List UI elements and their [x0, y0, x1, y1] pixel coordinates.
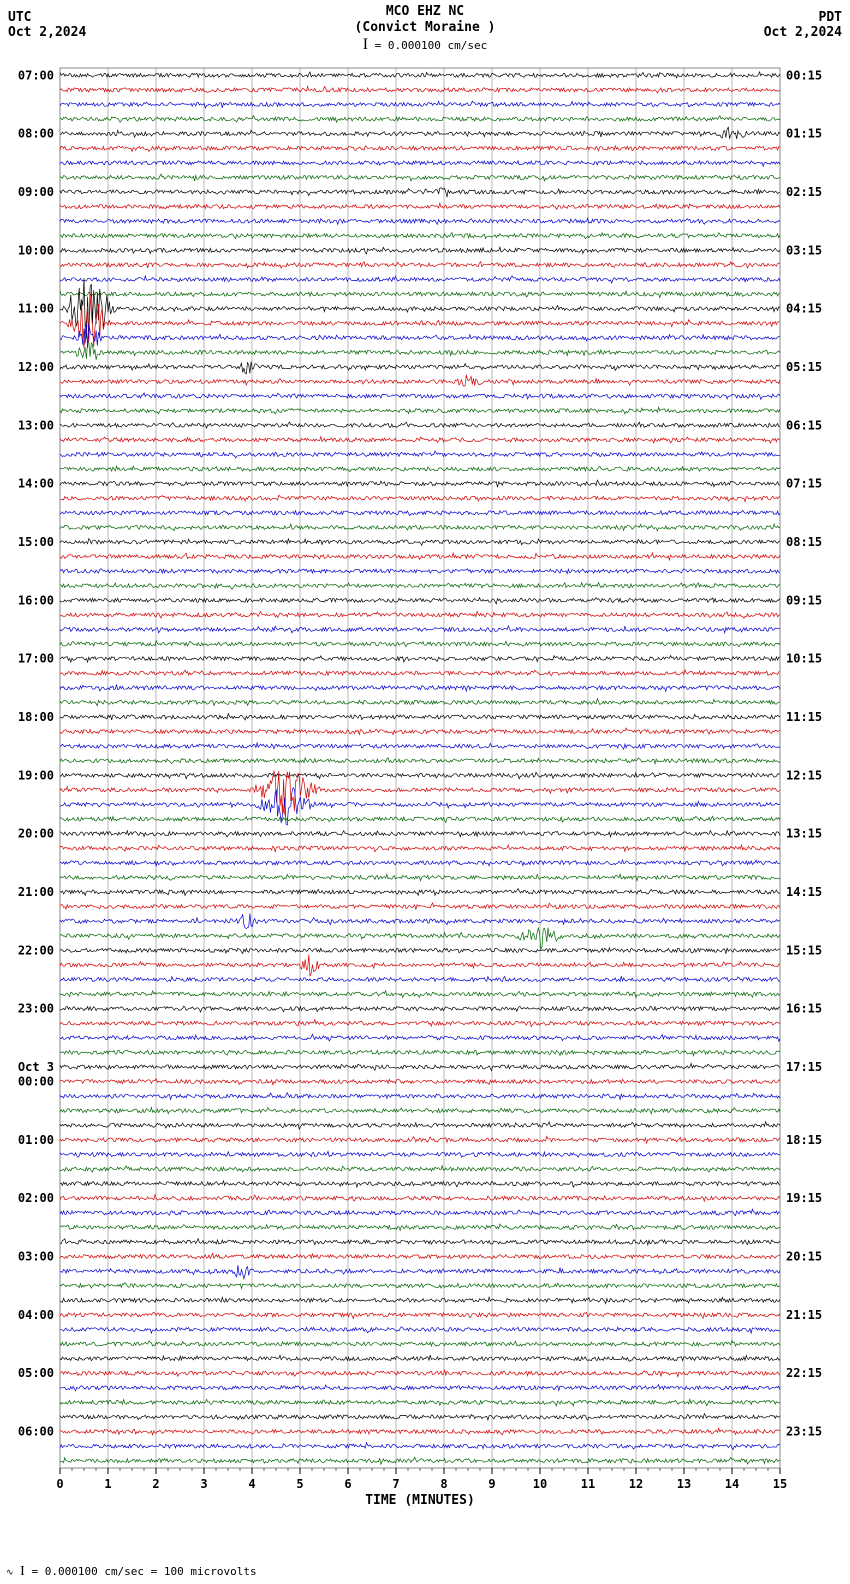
title-block: MCO EHZ NC (Convict Moraine ) І = 0.0001… [0, 0, 850, 54]
svg-text:23:15: 23:15 [786, 1425, 822, 1439]
svg-text:02:15: 02:15 [786, 185, 822, 199]
scale-indicator: І = 0.000100 cm/sec [0, 35, 850, 54]
svg-text:10:00: 10:00 [18, 243, 54, 257]
svg-text:08:00: 08:00 [18, 127, 54, 141]
seismogram-container: UTC Oct 2,2024 PDT Oct 2,2024 MCO EHZ NC… [0, 0, 850, 1584]
svg-text:4: 4 [248, 1477, 255, 1491]
svg-text:14: 14 [725, 1477, 739, 1491]
svg-text:Oct 3: Oct 3 [18, 1060, 54, 1074]
svg-text:06:15: 06:15 [786, 418, 822, 432]
svg-text:13:15: 13:15 [786, 827, 822, 841]
svg-text:0: 0 [56, 1477, 63, 1491]
svg-text:2: 2 [152, 1477, 159, 1491]
svg-text:19:15: 19:15 [786, 1191, 822, 1205]
svg-text:14:15: 14:15 [786, 885, 822, 899]
svg-text:00:00: 00:00 [18, 1075, 54, 1089]
svg-text:13: 13 [677, 1477, 691, 1491]
svg-text:18:00: 18:00 [18, 710, 54, 724]
svg-text:1: 1 [104, 1477, 111, 1491]
footer-scale: ∿ І = 0.000100 cm/sec = 100 microvolts [6, 1564, 257, 1580]
svg-text:01:00: 01:00 [18, 1133, 54, 1147]
svg-text:07:15: 07:15 [786, 477, 822, 491]
svg-text:5: 5 [296, 1477, 303, 1491]
svg-text:09:00: 09:00 [18, 185, 54, 199]
svg-text:10: 10 [533, 1477, 547, 1491]
svg-text:17:15: 17:15 [786, 1060, 822, 1074]
svg-text:21:15: 21:15 [786, 1308, 822, 1322]
svg-text:15: 15 [773, 1477, 787, 1491]
svg-text:15:00: 15:00 [18, 535, 54, 549]
svg-text:19:00: 19:00 [18, 768, 54, 782]
svg-text:22:15: 22:15 [786, 1366, 822, 1380]
svg-text:12:15: 12:15 [786, 768, 822, 782]
svg-text:TIME (MINUTES): TIME (MINUTES) [365, 1493, 475, 1508]
svg-text:11:15: 11:15 [786, 710, 822, 724]
svg-text:03:15: 03:15 [786, 243, 822, 257]
station-code: MCO EHZ NC [0, 4, 850, 20]
tz-left-label: UTC [8, 10, 86, 25]
svg-text:03:00: 03:00 [18, 1250, 54, 1264]
utc-header: UTC Oct 2,2024 [8, 10, 86, 40]
svg-text:6: 6 [344, 1477, 351, 1491]
svg-text:22:00: 22:00 [18, 943, 54, 957]
tz-right-label: PDT [764, 10, 842, 25]
station-location: (Convict Moraine ) [0, 20, 850, 36]
svg-text:12:00: 12:00 [18, 360, 54, 374]
svg-text:11: 11 [581, 1477, 595, 1491]
svg-text:00:15: 00:15 [786, 68, 822, 82]
seismogram-plot: 07:0008:0009:0010:0011:0012:0013:0014:00… [60, 60, 780, 1520]
svg-text:10:15: 10:15 [786, 652, 822, 666]
svg-text:08:15: 08:15 [786, 535, 822, 549]
svg-text:3: 3 [200, 1477, 207, 1491]
svg-text:09:15: 09:15 [786, 593, 822, 607]
svg-text:11:00: 11:00 [18, 302, 54, 316]
svg-text:12: 12 [629, 1477, 643, 1491]
svg-text:05:00: 05:00 [18, 1366, 54, 1380]
svg-text:07:00: 07:00 [18, 68, 54, 82]
svg-text:15:15: 15:15 [786, 943, 822, 957]
svg-text:20:00: 20:00 [18, 827, 54, 841]
svg-text:13:00: 13:00 [18, 418, 54, 432]
svg-text:9: 9 [488, 1477, 495, 1491]
svg-text:7: 7 [392, 1477, 399, 1491]
svg-text:17:00: 17:00 [18, 652, 54, 666]
svg-text:20:15: 20:15 [786, 1250, 822, 1264]
svg-text:21:00: 21:00 [18, 885, 54, 899]
svg-text:01:15: 01:15 [786, 127, 822, 141]
tz-right-date: Oct 2,2024 [764, 25, 842, 40]
svg-text:16:00: 16:00 [18, 593, 54, 607]
tz-left-date: Oct 2,2024 [8, 25, 86, 40]
svg-text:8: 8 [440, 1477, 447, 1491]
svg-text:06:00: 06:00 [18, 1425, 54, 1439]
svg-text:05:15: 05:15 [786, 360, 822, 374]
svg-text:14:00: 14:00 [18, 477, 54, 491]
svg-text:23:00: 23:00 [18, 1002, 54, 1016]
svg-text:04:15: 04:15 [786, 302, 822, 316]
svg-text:18:15: 18:15 [786, 1133, 822, 1147]
svg-text:16:15: 16:15 [786, 1002, 822, 1016]
svg-text:02:00: 02:00 [18, 1191, 54, 1205]
pdt-header: PDT Oct 2,2024 [764, 10, 842, 40]
svg-text:04:00: 04:00 [18, 1308, 54, 1322]
